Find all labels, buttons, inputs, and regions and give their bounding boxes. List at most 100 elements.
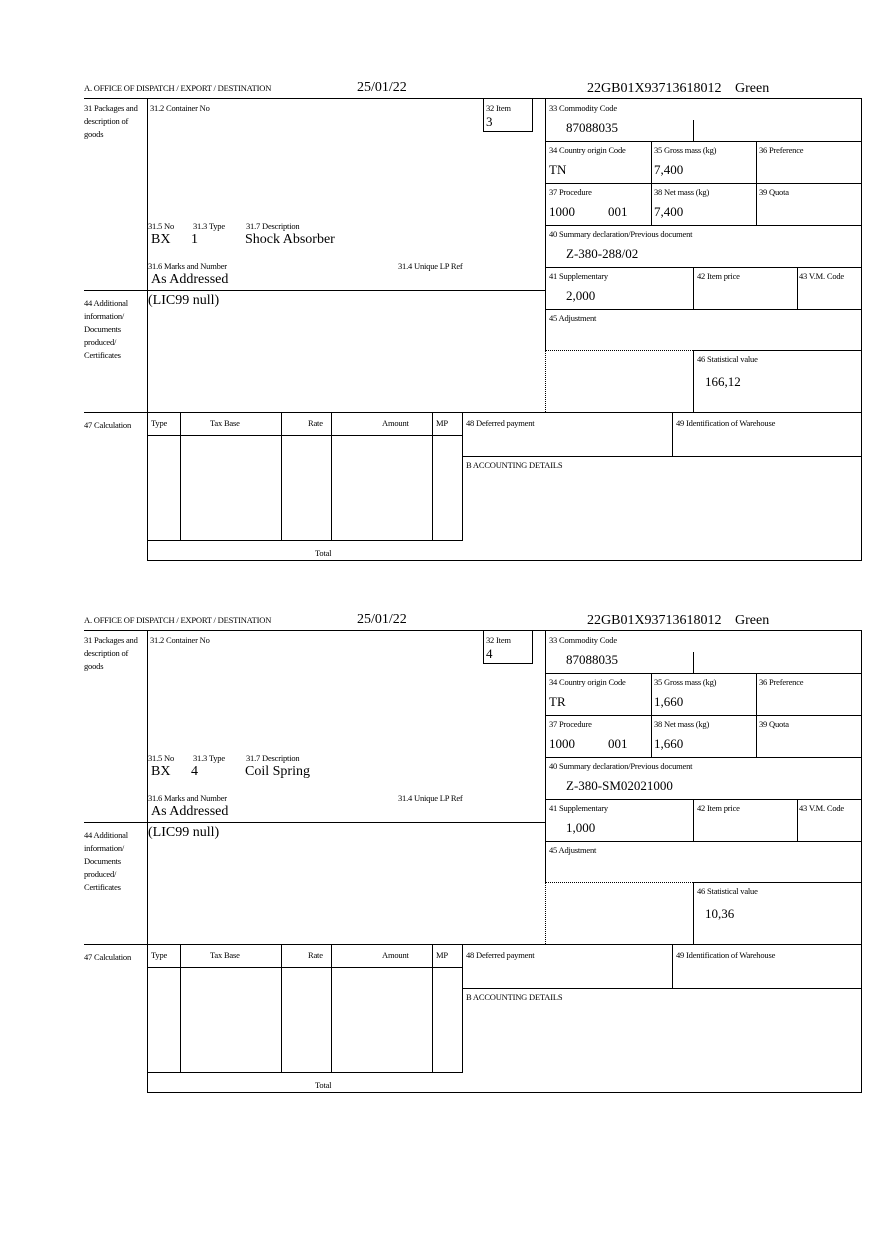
adjustment-label: 45 Adjustment: [549, 313, 597, 323]
divider: [281, 412, 282, 540]
item-label: 32 Item: [486, 103, 511, 113]
procedure-extra-value: 001: [608, 204, 628, 219]
divider: [147, 630, 148, 1092]
container-no-label: 31.2 Container No: [150, 103, 210, 113]
procedure-extra-value: 001: [608, 736, 628, 751]
declaration-date: 25/01/22: [357, 80, 407, 95]
divider: [84, 98, 862, 99]
divider: [651, 141, 652, 225]
gross-mass-label: 35 Gross mass (kg): [654, 677, 717, 687]
route-status: Green: [735, 613, 770, 628]
total-label: Total: [315, 1080, 332, 1090]
divider: [545, 309, 862, 310]
procedure-label: 37 Procedure: [549, 187, 592, 197]
divider: [693, 120, 694, 141]
divider: [462, 944, 463, 1072]
country-origin-label: 34 Country origin Code: [549, 145, 626, 155]
quota-label: 39 Quota: [759, 719, 789, 729]
declaration-item-form: A. OFFICE OF DISPATCH / EXPORT / DESTINA…: [0, 80, 882, 580]
statistical-value-label: 46 Statistical value: [697, 886, 758, 896]
procedure-value: 1000: [549, 204, 575, 219]
marks-label: 31.6 Marks and Number: [148, 793, 227, 803]
item-price-label: 42 Item price: [697, 803, 740, 813]
divider: [483, 131, 533, 132]
col-rate-header: Rate: [308, 950, 323, 960]
vm-code-label: 43 V.M. Code: [799, 803, 844, 813]
divider: [545, 350, 693, 351]
divider: [462, 988, 862, 989]
divider: [693, 652, 694, 673]
divider: [545, 183, 862, 184]
divider: [861, 630, 862, 1092]
declaration-reference: 22GB01X93713618012: [587, 613, 722, 628]
summary-declaration-value: Z-380-SM02021000: [566, 778, 673, 793]
divider: [84, 412, 862, 413]
divider: [545, 630, 546, 882]
office-label: A. OFFICE OF DISPATCH / EXPORT / DESTINA…: [84, 615, 272, 625]
divider: [756, 673, 757, 757]
divider: [483, 663, 533, 664]
deferred-payment-label: 48 Deferred payment: [466, 418, 535, 428]
unique-lp-ref-label: 31.4 Unique LP Ref: [398, 261, 463, 271]
pkg-no-value: BX: [151, 764, 171, 779]
divider: [483, 98, 484, 131]
preference-label: 36 Preference: [759, 145, 804, 155]
divider: [180, 944, 181, 1072]
calculation-label: 47 Calculation: [84, 952, 132, 962]
statistical-value: 10,36: [705, 906, 735, 921]
divider: [331, 944, 332, 1072]
item-price-label: 42 Item price: [697, 271, 740, 281]
item-label: 32 Item: [486, 635, 511, 645]
packages-label: 31 Packages and description of goods: [84, 635, 138, 671]
additional-info-label: 44 Additional information/ Documents pro…: [84, 298, 128, 360]
col-type-header: Type: [151, 950, 168, 960]
pkg-description-value: Shock Absorber: [245, 232, 335, 247]
commodity-code-label: 33 Commodity Code: [549, 635, 617, 645]
accounting-details-label: B ACCOUNTING DETAILS: [466, 460, 563, 470]
gross-mass-label: 35 Gross mass (kg): [654, 145, 717, 155]
net-mass-label: 38 Net mass (kg): [654, 187, 710, 197]
divider: [545, 673, 862, 674]
warehouse-label: 49 Identification of Warehouse: [676, 950, 776, 960]
quota-label: 39 Quota: [759, 187, 789, 197]
supplementary-label: 41 Supplementary: [549, 271, 608, 281]
route-status: Green: [735, 81, 770, 96]
divider: [545, 757, 862, 758]
divider: [432, 944, 433, 1072]
divider: [532, 98, 533, 131]
country-origin-value: TN: [549, 162, 567, 177]
summary-declaration-label: 40 Summary declaration/Previous document: [549, 761, 693, 771]
declaration-reference: 22GB01X93713618012: [587, 81, 722, 96]
country-origin-label: 34 Country origin Code: [549, 677, 626, 687]
divider: [545, 98, 546, 350]
pkg-type-value: 1: [191, 232, 198, 247]
additional-info-label: 44 Additional information/ Documents pro…: [84, 830, 128, 892]
summary-declaration-label: 40 Summary declaration/Previous document: [549, 229, 693, 239]
col-rate-header: Rate: [308, 418, 323, 428]
divider: [672, 412, 673, 456]
commodity-code-label: 33 Commodity Code: [549, 103, 617, 113]
summary-declaration-value: Z-380-288/02: [566, 246, 639, 261]
divider: [281, 944, 282, 1072]
pkg-type-label: 31.3 Type: [193, 753, 225, 763]
divider: [462, 456, 862, 457]
divider: [462, 412, 463, 540]
divider: [693, 350, 862, 351]
divider: [147, 1072, 463, 1073]
divider: [693, 882, 862, 883]
divider: [147, 98, 148, 560]
divider: [84, 290, 545, 291]
col-tax-base-header: Tax Base: [210, 418, 240, 428]
divider: [545, 882, 693, 883]
item-value: 4: [486, 646, 493, 661]
divider: [545, 225, 862, 226]
pkg-description-label: 31.7 Description: [246, 753, 300, 763]
preference-label: 36 Preference: [759, 677, 804, 687]
net-mass-value: 1,660: [654, 736, 684, 751]
divider: [84, 630, 862, 631]
declaration-item-form: A. OFFICE OF DISPATCH / EXPORT / DESTINA…: [0, 612, 882, 1112]
total-label: Total: [315, 548, 332, 558]
pkg-no-value: BX: [151, 232, 171, 247]
divider: [861, 98, 862, 560]
statistical-value: 166,12: [705, 374, 741, 389]
